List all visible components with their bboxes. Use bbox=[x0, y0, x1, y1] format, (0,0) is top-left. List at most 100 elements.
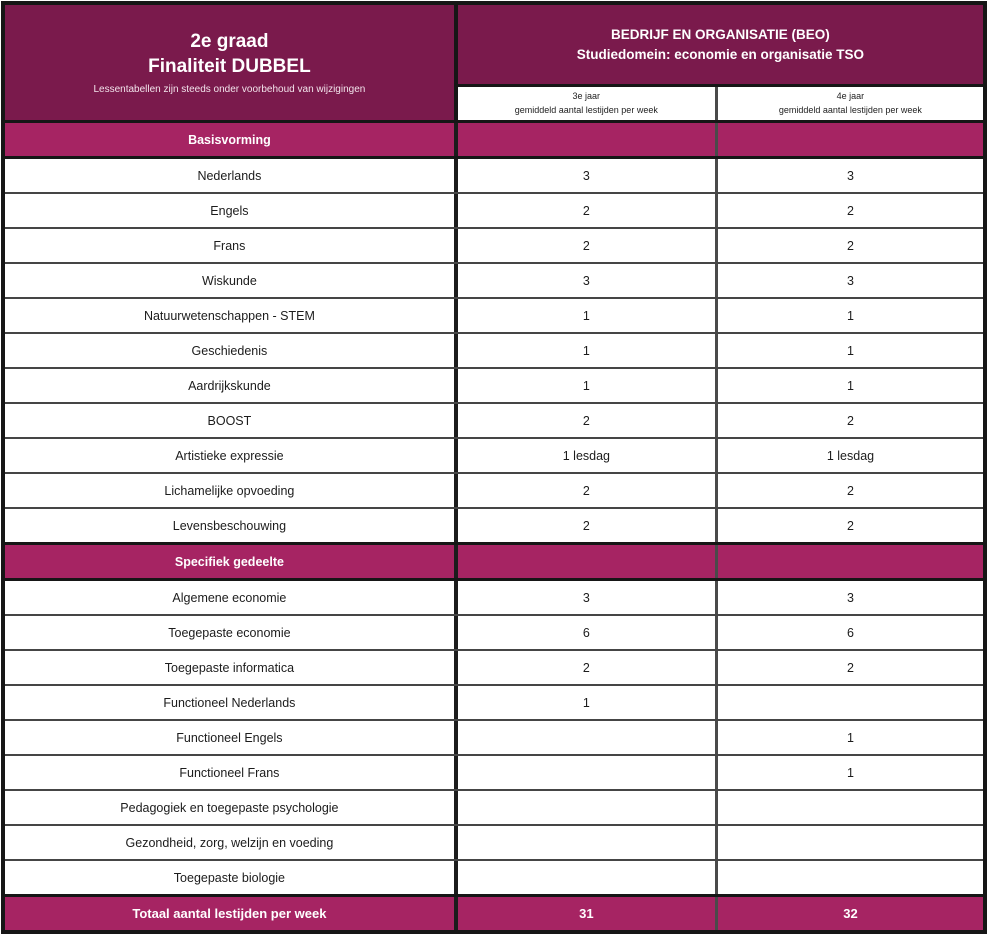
total-value-4e: 32 bbox=[843, 906, 858, 921]
value-3e-jaar bbox=[458, 721, 718, 754]
subject-row: Artistieke expressie 1 lesdag 1 lesdag bbox=[5, 437, 983, 472]
year-column-header-3e: 3e jaar gemiddeld aantal lestijden per w… bbox=[458, 87, 718, 120]
total-row: Totaal aantal lestijden per week 31 32 bbox=[5, 894, 983, 930]
grade-title: 2e graad Finaliteit DUBBEL bbox=[148, 30, 311, 79]
year-3e-label: 3e jaar bbox=[572, 91, 601, 101]
subject-row: Frans 2 2 bbox=[5, 227, 983, 262]
value-4e-jaar: 2 bbox=[847, 413, 854, 428]
value-4e-jaar bbox=[718, 826, 983, 859]
section-cell-4e bbox=[718, 123, 983, 156]
subject-name: Geschiedenis bbox=[5, 334, 458, 367]
value-4e-jaar: 1 bbox=[847, 343, 854, 358]
value-3e-jaar: 3 bbox=[458, 159, 718, 192]
value-4e-jaar: 2 bbox=[847, 660, 854, 675]
subject-row: Algemene economie 3 3 bbox=[5, 581, 983, 614]
subject-row: Pedagogiek en toegepaste psychologie bbox=[5, 789, 983, 824]
value-3e-jaar: 2 bbox=[458, 474, 718, 507]
subject-name: Lichamelijke opvoeding bbox=[5, 474, 458, 507]
subject-name: Algemene economie bbox=[5, 581, 458, 614]
subject-row: Functioneel Frans 1 bbox=[5, 754, 983, 789]
subject-row: Geschiedenis 1 1 bbox=[5, 332, 983, 367]
subject-row: Levensbeschouwing 2 2 bbox=[5, 507, 983, 542]
subject-row: Toegepaste informatica 2 2 bbox=[5, 649, 983, 684]
value-3e-jaar: 2 bbox=[458, 651, 718, 684]
year-3e-sublabel: gemiddeld aantal lestijden per week bbox=[514, 104, 658, 115]
value-3e-jaar: 1 lesdag bbox=[458, 439, 718, 472]
study-domain: Studiedomein: economie en organisatie TS… bbox=[576, 46, 865, 62]
subject-name: Toegepaste informatica bbox=[5, 651, 458, 684]
subject-name: Functioneel Nederlands bbox=[5, 686, 458, 719]
subject-name: Toegepaste economie bbox=[5, 616, 458, 649]
value-3e-jaar: 1 bbox=[458, 299, 718, 332]
value-4e-jaar: 1 lesdag bbox=[826, 448, 875, 463]
section-cell-3e bbox=[458, 123, 718, 156]
section-cell-3e bbox=[458, 545, 718, 578]
value-4e-jaar: 1 bbox=[847, 730, 854, 745]
header-left-cell: 2e graad Finaliteit DUBBEL Lessentabelle… bbox=[5, 5, 458, 120]
subject-row: Functioneel Nederlands 1 bbox=[5, 684, 983, 719]
value-4e-jaar: 1 bbox=[847, 765, 854, 780]
subject-row: Lichamelijke opvoeding 2 2 bbox=[5, 472, 983, 507]
value-4e-jaar: 2 bbox=[847, 518, 854, 533]
subject-row: Natuurwetenschappen - STEM 1 1 bbox=[5, 297, 983, 332]
value-4e-jaar: 1 bbox=[847, 308, 854, 323]
subject-row: Aardrijkskunde 1 1 bbox=[5, 367, 983, 402]
subject-name: Functioneel Engels bbox=[5, 721, 458, 754]
year-column-headers: 3e jaar gemiddeld aantal lestijden per w… bbox=[457, 87, 983, 120]
subject-name: Frans bbox=[5, 229, 458, 262]
value-3e-jaar: 3 bbox=[458, 264, 718, 297]
value-4e-jaar bbox=[718, 686, 983, 719]
subject-name: Gezondheid, zorg, welzijn en voeding bbox=[5, 826, 458, 859]
value-3e-jaar: 1 bbox=[458, 369, 718, 402]
table-body: Basisvorming Nederlands 3 3 Engels 2 2 Frans 2 2 W… bbox=[5, 123, 983, 930]
value-4e-jaar: 3 bbox=[847, 168, 854, 183]
value-4e-jaar: 6 bbox=[847, 625, 854, 640]
value-3e-jaar: 2 bbox=[458, 229, 718, 262]
value-3e-jaar bbox=[458, 861, 718, 894]
value-3e-jaar: 2 bbox=[458, 509, 718, 542]
section-cell-4e bbox=[718, 545, 983, 578]
value-4e-jaar: 3 bbox=[847, 273, 854, 288]
value-3e-jaar bbox=[458, 791, 718, 824]
year-column-header-4e: 4e jaar gemiddeld aantal lestijden per w… bbox=[718, 87, 983, 120]
total-value-3e: 31 bbox=[458, 897, 718, 930]
header-disclaimer: Lessentabellen zijn steeds onder voorbeh… bbox=[93, 83, 366, 95]
subject-row: Gezondheid, zorg, welzijn en voeding bbox=[5, 824, 983, 859]
program-title-cell: BEDRIJF EN ORGANISATIE (BEO) Studiedomei… bbox=[457, 5, 983, 87]
subject-name: Wiskunde bbox=[5, 264, 458, 297]
year-4e-sublabel: gemiddeld aantal lestijden per week bbox=[778, 104, 922, 115]
subject-row: Functioneel Engels 1 bbox=[5, 719, 983, 754]
total-label: Totaal aantal lestijden per week bbox=[5, 897, 458, 930]
subject-name: Aardrijkskunde bbox=[5, 369, 458, 402]
subject-name: Toegepaste biologie bbox=[5, 861, 458, 894]
value-4e-jaar: 2 bbox=[847, 483, 854, 498]
section-label: Basisvorming bbox=[5, 123, 458, 156]
value-4e-jaar: 3 bbox=[847, 590, 854, 605]
value-3e-jaar: 2 bbox=[458, 194, 718, 227]
subject-row: Engels 2 2 bbox=[5, 192, 983, 227]
header-right-cell: BEDRIJF EN ORGANISATIE (BEO) Studiedomei… bbox=[457, 5, 983, 120]
section-row-basisvorming: Basisvorming bbox=[5, 123, 983, 159]
table-header: 2e graad Finaliteit DUBBEL Lessentabelle… bbox=[5, 5, 983, 123]
program-title: BEDRIJF EN ORGANISATIE (BEO) bbox=[611, 26, 830, 42]
year-4e-label: 4e jaar bbox=[836, 91, 865, 101]
section-row-specifiek-gedeelte: Specifiek gedeelte bbox=[5, 542, 983, 581]
subject-row: Nederlands 3 3 bbox=[5, 159, 983, 192]
subject-row: Toegepaste biologie bbox=[5, 859, 983, 894]
value-4e-jaar bbox=[718, 861, 983, 894]
value-3e-jaar: 3 bbox=[458, 581, 718, 614]
grade-title-line1: 2e graad bbox=[190, 31, 269, 53]
value-4e-jaar: 2 bbox=[847, 203, 854, 218]
value-3e-jaar: 2 bbox=[458, 404, 718, 437]
subject-row: Wiskunde 3 3 bbox=[5, 262, 983, 297]
value-4e-jaar: 2 bbox=[847, 238, 854, 253]
subject-name: Nederlands bbox=[5, 159, 458, 192]
subject-name: Engels bbox=[5, 194, 458, 227]
value-3e-jaar: 1 bbox=[458, 334, 718, 367]
subject-name: Levensbeschouwing bbox=[5, 509, 458, 542]
subject-row: Toegepaste economie 6 6 bbox=[5, 614, 983, 649]
value-3e-jaar: 1 bbox=[458, 686, 718, 719]
subject-name: Artistieke expressie bbox=[5, 439, 458, 472]
grade-title-line2: Finaliteit DUBBEL bbox=[148, 56, 311, 77]
